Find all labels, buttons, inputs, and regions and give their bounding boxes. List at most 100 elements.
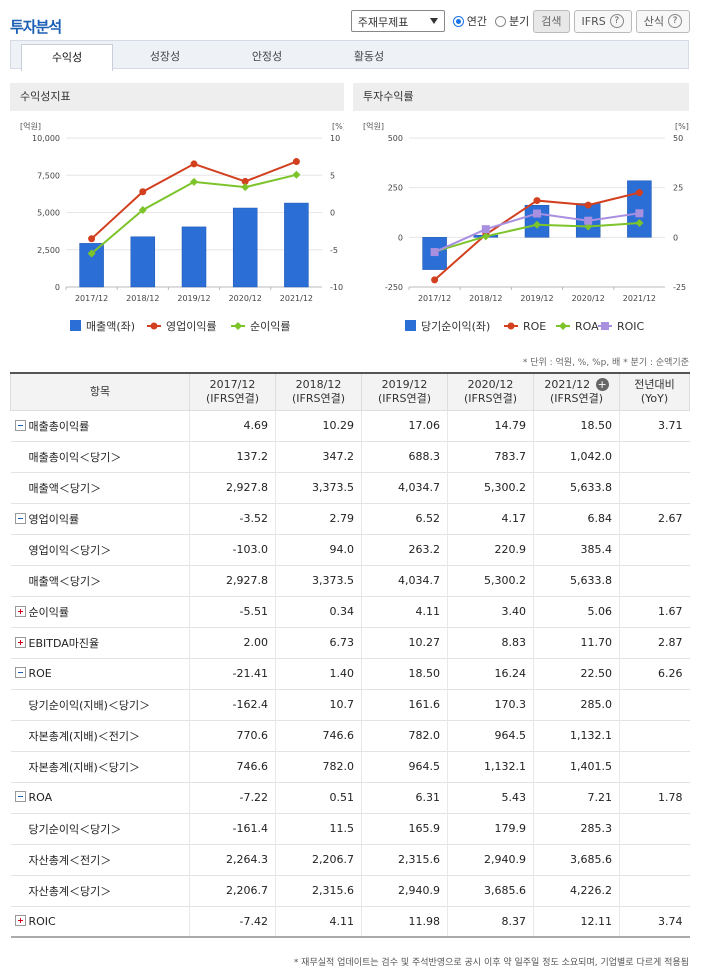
row-label[interactable]: ROA [10,781,190,813]
add-column-icon[interactable]: + [595,377,609,391]
legend-label: 매출액(좌) [86,320,135,333]
row-label: 자본총계(지배)＜당기＞ [10,750,190,782]
table-cell: 746.6 [275,719,362,751]
table-cell: 7.21 [533,781,620,813]
table-cell: 4,034.7 [361,564,448,596]
table-cell: 2,315.6 [361,843,448,875]
table-cell: 1,042.0 [533,440,620,472]
data-point [481,232,490,241]
data-point [635,209,644,218]
row-label[interactable]: ROIC [10,905,190,938]
radio-unchecked-icon [495,15,507,27]
expand-icon[interactable] [14,636,26,648]
table-cell: 285.0 [533,688,620,720]
legend-marker [234,322,242,330]
radio-annual[interactable]: 연간 [452,13,487,29]
bar [232,207,258,288]
expand-icon[interactable] [14,914,26,926]
tab-bar: 수익성 성장성 안정성 활동성 [10,40,689,71]
table-cell: 770.6 [189,719,276,751]
row-label: 자본총계(지배)＜전기＞ [10,719,190,751]
formula-help-button[interactable]: 산식 ? [635,9,690,33]
unit-right-label: [%] [675,122,689,131]
tab-growth[interactable]: 성장성 [149,50,181,63]
x-tick-label: 2018/12 [126,294,159,303]
col-header-2019: 2019/12 (IFRS연결) [361,372,448,411]
table-cell: 1,401.5 [533,750,620,782]
table-cell: 2,264.3 [189,843,276,875]
row-label[interactable]: EBITDA마진율 [10,626,190,658]
collapse-icon[interactable] [14,667,26,678]
collapse-icon[interactable] [14,512,26,524]
radio-quarter[interactable]: 분기 [495,13,529,29]
data-point [139,188,147,196]
table-cell: 18.50 [361,657,448,689]
table-cell: 4,034.7 [361,471,448,503]
table-cell: -3.52 [189,502,276,534]
table-cell: 1.40 [275,657,362,689]
ifrs-help-button[interactable]: IFRS ? [573,9,632,33]
row-label[interactable]: 매출총이익률 [10,409,190,441]
tab-profitability[interactable]: 수익성 [21,44,113,71]
legend-swatch [405,320,416,331]
y-tick-left: 10,000 [32,134,60,143]
tab-stability[interactable]: 안정성 [251,50,283,63]
table-cell: 3,685.6 [447,874,534,906]
legend-label: ROE [523,320,546,333]
table-cell: -21.41 [189,657,276,689]
x-tick-label: 2020/12 [229,294,262,303]
y-tick-left: 7,500 [37,171,60,180]
row-label-text: 매출액＜당기＞ [28,574,102,588]
table-cell: 11.5 [275,812,362,844]
row-label-text: EBITDA마진율 [28,636,100,650]
row-label[interactable]: 순이익률 [10,595,190,627]
y-tick-right: 50 [673,134,683,143]
data-point [481,225,490,234]
table-cell: 220.9 [447,533,534,565]
table-row: ROIC -7.42 4.11 11.98 8.37 12.11 3.74 [10,905,690,938]
y-tick-right: 0 [330,209,335,218]
row-label-text: 자본총계(지배)＜당기＞ [28,760,141,774]
footnote: * 재무실적 업데이트는 검수 및 주석반영으로 공시 이후 약 일주일 정도 … [293,958,689,968]
table-row: 매출액＜당기＞ 2,927.8 3,373.5 4,034.7 5,300.2 5,633… [10,471,690,503]
data-point [431,276,439,284]
statement-select[interactable]: 주재무제표 [350,10,445,32]
table-cell: 6.84 [533,502,620,534]
expand-icon[interactable] [14,605,26,617]
yoy-cell [619,471,690,503]
row-label: 당기순이익＜당기＞ [10,812,190,844]
statement-select-value: 주재무제표 [357,16,409,29]
col-header-2018: 2018/12 (IFRS연결) [275,372,362,411]
table-cell: 2.00 [189,626,276,658]
bar [284,202,309,288]
collapse-icon[interactable] [14,419,26,431]
col-header-2020: 2020/12 (IFRS연결) [447,372,534,411]
toolbar: 주재무제표 연간 분기 검색 IFRS ? 산식 ? [350,9,690,33]
yoy-cell: 3.74 [619,905,690,938]
table-cell: 0.34 [275,595,362,627]
tab-activity[interactable]: 활동성 [353,50,385,63]
table-row: 자산총계＜전기＞ 2,264.3 2,206.7 2,315.6 2,940.9 3,68… [10,843,690,875]
table-cell: 14.79 [447,409,534,441]
row-label: 자산총계＜당기＞ [10,874,190,906]
yoy-cell [619,533,690,565]
table-cell: 3,685.6 [533,843,620,875]
y-tick-right: -5 [330,246,338,255]
collapse-icon[interactable] [14,791,26,802]
table-cell: 3.40 [447,595,534,627]
row-label[interactable]: ROE [10,657,190,689]
search-button[interactable]: 검색 [533,9,570,33]
table-cell: 94.0 [275,533,362,565]
row-label[interactable]: 영업이익률 [10,502,190,534]
legend-label: ROA [575,320,599,333]
unit-left-label: [억원] [363,121,384,131]
data-point [87,249,96,258]
legend-label: ROIC [617,320,645,333]
table-cell: 4.69 [189,409,276,441]
table-cell: 2,315.6 [275,874,362,906]
table-row: 자산총계＜당기＞ 2,206.7 2,315.6 2,940.9 3,685.6 4,22… [10,874,690,906]
row-label-text: 영업이익률 [28,512,80,526]
yoy-cell: 1.67 [619,595,690,627]
legend-label: 영업이익률 [166,320,217,333]
table-cell: 5,300.2 [447,471,534,503]
